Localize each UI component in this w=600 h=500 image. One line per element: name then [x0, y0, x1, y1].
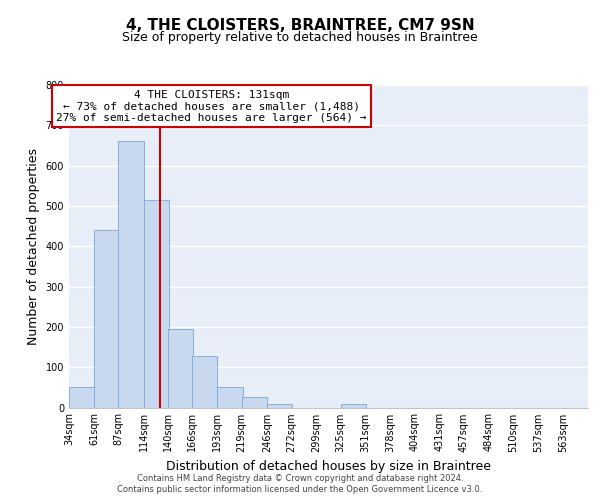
Bar	[341, 404, 366, 407]
Text: 4, THE CLOISTERS, BRAINTREE, CM7 9SN: 4, THE CLOISTERS, BRAINTREE, CM7 9SN	[125, 18, 475, 32]
Bar	[69, 388, 94, 407]
X-axis label: Distribution of detached houses by size in Braintree: Distribution of detached houses by size …	[166, 460, 491, 473]
Text: Contains public sector information licensed under the Open Government Licence v3: Contains public sector information licen…	[118, 485, 482, 494]
Bar	[118, 142, 143, 408]
Text: Contains HM Land Registry data © Crown copyright and database right 2024.: Contains HM Land Registry data © Crown c…	[137, 474, 463, 483]
Bar	[267, 404, 292, 407]
Bar	[192, 356, 217, 408]
Bar	[94, 230, 119, 408]
Bar	[143, 200, 169, 408]
Bar	[242, 396, 267, 407]
Bar	[168, 329, 193, 407]
Text: 4 THE CLOISTERS: 131sqm
← 73% of detached houses are smaller (1,488)
27% of semi: 4 THE CLOISTERS: 131sqm ← 73% of detache…	[56, 90, 367, 123]
Text: Size of property relative to detached houses in Braintree: Size of property relative to detached ho…	[122, 31, 478, 44]
Y-axis label: Number of detached properties: Number of detached properties	[27, 148, 40, 345]
Bar	[217, 388, 242, 407]
